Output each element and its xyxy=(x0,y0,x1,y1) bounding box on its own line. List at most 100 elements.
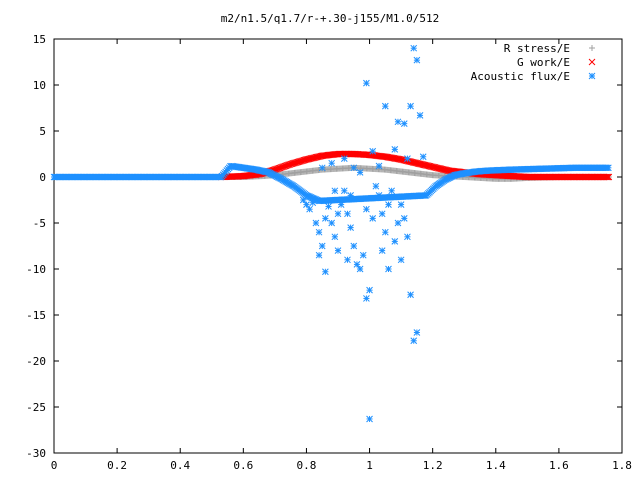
scatter-point xyxy=(397,201,405,208)
scatter-point xyxy=(331,187,339,195)
x-tick-label: 1.8 xyxy=(612,459,632,472)
scatter-point xyxy=(325,203,332,210)
scatter-point xyxy=(372,182,380,190)
legend-label: G work/E xyxy=(517,56,570,69)
scatter-point xyxy=(404,155,411,162)
x-tick-label: 0 xyxy=(51,459,58,472)
y-tick-label: -5 xyxy=(33,217,46,230)
scatter-point xyxy=(331,233,339,241)
scatter-point xyxy=(400,215,408,222)
scatter-point xyxy=(350,164,358,172)
scatter-point xyxy=(391,146,399,153)
y-tick-label: -20 xyxy=(26,355,46,368)
scatter-point xyxy=(318,242,326,250)
scatter-point xyxy=(416,112,424,119)
data-point xyxy=(605,164,612,172)
scatter-point xyxy=(340,155,348,162)
x-tick-label: 1 xyxy=(366,459,373,472)
scatter-point xyxy=(363,205,370,213)
y-tick-label: -15 xyxy=(26,309,46,322)
scatter-point xyxy=(366,415,373,423)
scatter-point xyxy=(337,201,345,208)
scatter-point xyxy=(375,192,383,199)
scatter-point xyxy=(366,286,373,294)
data-point xyxy=(281,162,289,170)
x-tick-label: 0.8 xyxy=(297,459,317,472)
x-tick-label: 0.6 xyxy=(233,459,253,472)
data-point xyxy=(285,161,292,169)
legend-label: R stress/E xyxy=(504,42,570,55)
scatter-point xyxy=(378,210,386,218)
chart-title: m2/n1.5/q1.7/r-+.30-j155/M1.0/512 xyxy=(221,12,440,25)
scatter-point xyxy=(394,118,402,126)
legend-marker xyxy=(588,58,596,66)
y-tick-label: 15 xyxy=(33,33,46,46)
y-tick-label: -25 xyxy=(26,401,46,414)
scatter-point xyxy=(322,268,329,276)
scatter-point xyxy=(400,120,408,127)
scatter-point xyxy=(391,238,399,245)
y-tick-label: -10 xyxy=(26,263,46,276)
scatter-point xyxy=(404,233,411,241)
data-marks xyxy=(50,44,613,423)
axis-ticks: 0 0.2 0.4 0.6 0.8 1 1.2 1.4 1.6 1.8 -30 -25 -20 -15 -1… xyxy=(26,33,632,472)
scatter-point xyxy=(356,265,364,273)
scatter-point xyxy=(413,56,421,64)
scatter-point xyxy=(385,265,392,273)
scatter-point xyxy=(375,162,383,170)
x-tick-label: 1.6 xyxy=(549,459,569,472)
scatter-point xyxy=(407,102,414,110)
series-acoustic-flux-e xyxy=(50,44,612,423)
scatter-point xyxy=(340,187,348,195)
scatter-point xyxy=(378,247,386,254)
scatter-point xyxy=(315,228,323,236)
scatter-point xyxy=(410,337,418,345)
legend-marker xyxy=(588,72,596,80)
scatter-point xyxy=(328,159,336,167)
x-tick-label: 1.4 xyxy=(486,459,506,472)
data-point xyxy=(274,165,281,173)
plot-frame xyxy=(53,38,623,454)
data-point xyxy=(604,173,611,181)
scatter-point xyxy=(347,224,354,231)
scatter-point xyxy=(369,215,377,222)
legend-label: Acoustic flux/E xyxy=(471,70,570,83)
data-point xyxy=(605,173,613,181)
scatter-point xyxy=(347,192,354,199)
data-point xyxy=(282,162,290,170)
scatter-point xyxy=(306,205,313,213)
scatter-point xyxy=(318,164,326,172)
scatter-point xyxy=(410,44,418,52)
scatter-point xyxy=(397,256,405,264)
data-point xyxy=(279,163,286,171)
data-point xyxy=(276,164,284,172)
scatter-point xyxy=(363,295,370,302)
y-tick-label: 5 xyxy=(39,125,46,138)
scatter-point xyxy=(309,199,317,207)
y-tick-label: 0 xyxy=(39,171,46,184)
data-point xyxy=(286,161,293,168)
data-point xyxy=(603,173,610,181)
scatter-point xyxy=(394,219,402,227)
x-tick-label: 0.2 xyxy=(107,459,127,472)
x-tick-label: 0.4 xyxy=(170,459,190,472)
scatter-point xyxy=(407,291,414,299)
scatter-point xyxy=(413,329,421,336)
data-point xyxy=(277,164,285,171)
scatter-point xyxy=(381,102,389,110)
scatter-point xyxy=(385,201,392,208)
scatter-point xyxy=(344,210,351,218)
data-point xyxy=(275,164,283,172)
scatter-point xyxy=(369,147,377,155)
scatter-point xyxy=(356,169,364,176)
scatter-point xyxy=(363,79,370,87)
scatter-point xyxy=(334,210,342,218)
x-tick-label: 1.2 xyxy=(423,459,443,472)
y-tick-label: -30 xyxy=(26,447,46,460)
y-tick-label: 10 xyxy=(33,79,46,92)
scatter-point xyxy=(419,153,427,161)
scatter-point xyxy=(328,219,336,227)
